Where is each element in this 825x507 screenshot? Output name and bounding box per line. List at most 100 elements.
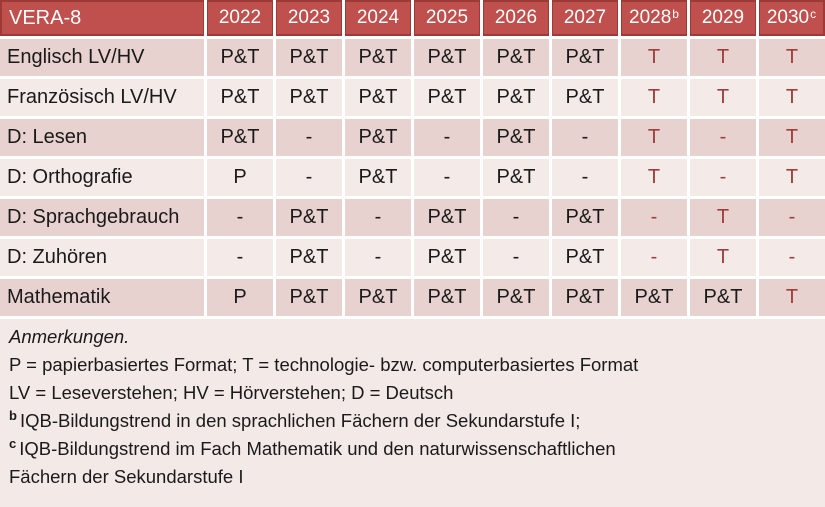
row-label: Englisch LV/HV — [0, 39, 204, 76]
row-label: D: Lesen — [0, 119, 204, 156]
note-text: IQB-Bildungstrend in den sprachlichen Fä… — [19, 410, 581, 431]
value-cell: T — [759, 159, 825, 196]
note-line: P = papierbasiertes Format; T = technolo… — [9, 351, 816, 379]
value-cell: T — [690, 39, 756, 76]
year-header-cell: 2027 — [552, 0, 618, 36]
year-label: 2025 — [425, 7, 469, 28]
year-label: 2029 — [701, 7, 745, 28]
note-text: Anmerkungen. — [9, 326, 130, 347]
value-cell: - — [414, 119, 480, 156]
value-cell: - — [345, 199, 411, 236]
value-cell: P&T — [483, 159, 549, 196]
year-header-cell: 2026 — [483, 0, 549, 36]
value-cell: P&T — [483, 119, 549, 156]
value-cell: P&T — [276, 79, 342, 116]
value-cell: P&T — [552, 279, 618, 316]
year-header-cell: 2023 — [276, 0, 342, 36]
value-cell: P&T — [414, 79, 480, 116]
table-notes: Anmerkungen. P = papierbasiertes Format; … — [0, 319, 825, 507]
value-cell: P&T — [276, 239, 342, 276]
value-cell: P&T — [552, 39, 618, 76]
note-line: c IQB-Bildungstrend im Fach Mathematik un… — [9, 435, 816, 463]
value-cell: T — [690, 239, 756, 276]
note-text: P = papierbasiertes Format; T = technolo… — [9, 354, 639, 375]
value-cell: P&T — [690, 279, 756, 316]
value-cell: T — [759, 79, 825, 116]
year-label: 2024 — [356, 7, 400, 28]
year-label: 2027 — [563, 7, 607, 28]
note-line: Anmerkungen. — [9, 323, 816, 351]
value-cell: - — [207, 239, 273, 276]
value-cell: P&T — [414, 199, 480, 236]
year-header-cell: 2024 — [345, 0, 411, 36]
value-cell: T — [621, 79, 687, 116]
value-cell: T — [759, 279, 825, 316]
value-cell: P&T — [552, 79, 618, 116]
value-cell: P&T — [345, 119, 411, 156]
value-cell: - — [483, 239, 549, 276]
value-cell: T — [759, 119, 825, 156]
value-cell: - — [759, 239, 825, 276]
value-cell: - — [552, 119, 618, 156]
value-cell: P&T — [483, 279, 549, 316]
value-cell: T — [621, 119, 687, 156]
row-label: Französisch LV/HV — [0, 79, 204, 116]
year-header-cell: 2022 — [207, 0, 273, 36]
value-cell: - — [621, 199, 687, 236]
year-header-cell: 2029 — [690, 0, 756, 36]
value-cell: P — [207, 159, 273, 196]
row-label: D: Zuhören — [0, 239, 204, 276]
value-cell: - — [483, 199, 549, 236]
value-cell: - — [276, 119, 342, 156]
value-cell: P&T — [345, 79, 411, 116]
year-label: 2030 — [766, 7, 810, 28]
note-line: Fächern der Sekundarstufe I — [9, 463, 816, 491]
value-cell: P&T — [207, 79, 273, 116]
value-cell: P&T — [276, 199, 342, 236]
year-header-cell: 2025 — [414, 0, 480, 36]
year-label: 2023 — [287, 7, 331, 28]
year-label: 2028 — [629, 7, 672, 28]
value-cell: T — [690, 199, 756, 236]
row-label: Mathematik — [0, 279, 204, 316]
value-cell: P&T — [552, 199, 618, 236]
value-cell: P&T — [207, 39, 273, 76]
year-label: 2022 — [218, 7, 262, 28]
note-line: LV = Leseverstehen; HV = Hörverstehen; D… — [9, 379, 816, 407]
value-cell: - — [690, 159, 756, 196]
value-cell: - — [621, 239, 687, 276]
value-cell: P — [207, 279, 273, 316]
value-cell: T — [759, 39, 825, 76]
value-cell: P&T — [552, 239, 618, 276]
value-cell: P&T — [345, 159, 411, 196]
vera-table: VERA-8 2022 2023 2024 2025 2026 2027 2028 b 2029… — [0, 0, 825, 316]
value-cell: - — [759, 199, 825, 236]
value-cell: P&T — [207, 119, 273, 156]
value-cell: T — [690, 79, 756, 116]
value-cell: P&T — [276, 279, 342, 316]
value-cell: - — [414, 159, 480, 196]
year-label: 2026 — [494, 7, 538, 28]
value-cell: P&T — [621, 279, 687, 316]
note-text: LV = Leseverstehen; HV = Hörverstehen; D… — [9, 382, 454, 403]
row-label: D: Orthografie — [0, 159, 204, 196]
note-line: b IQB-Bildungstrend in den sprachlichen F… — [9, 407, 816, 435]
footnote-marker: c — [9, 435, 17, 451]
value-cell: P&T — [483, 39, 549, 76]
footnote-marker: b — [9, 407, 17, 423]
value-cell: P&T — [276, 39, 342, 76]
value-cell: P&T — [414, 279, 480, 316]
year-header-cell: 2030 c — [759, 0, 825, 36]
note-text: IQB-Bildungstrend im Fach Mathematik und… — [19, 438, 616, 459]
value-cell: P&T — [414, 39, 480, 76]
note-text: Fächern der Sekundarstufe I — [9, 466, 244, 487]
value-cell: P&T — [414, 239, 480, 276]
row-label: D: Sprachgebrauch — [0, 199, 204, 236]
value-cell: - — [207, 199, 273, 236]
value-cell: - — [276, 159, 342, 196]
table-title: VERA-8 — [0, 0, 204, 36]
value-cell: P&T — [345, 279, 411, 316]
value-cell: P&T — [483, 79, 549, 116]
value-cell: P&T — [345, 39, 411, 76]
value-cell: T — [621, 159, 687, 196]
